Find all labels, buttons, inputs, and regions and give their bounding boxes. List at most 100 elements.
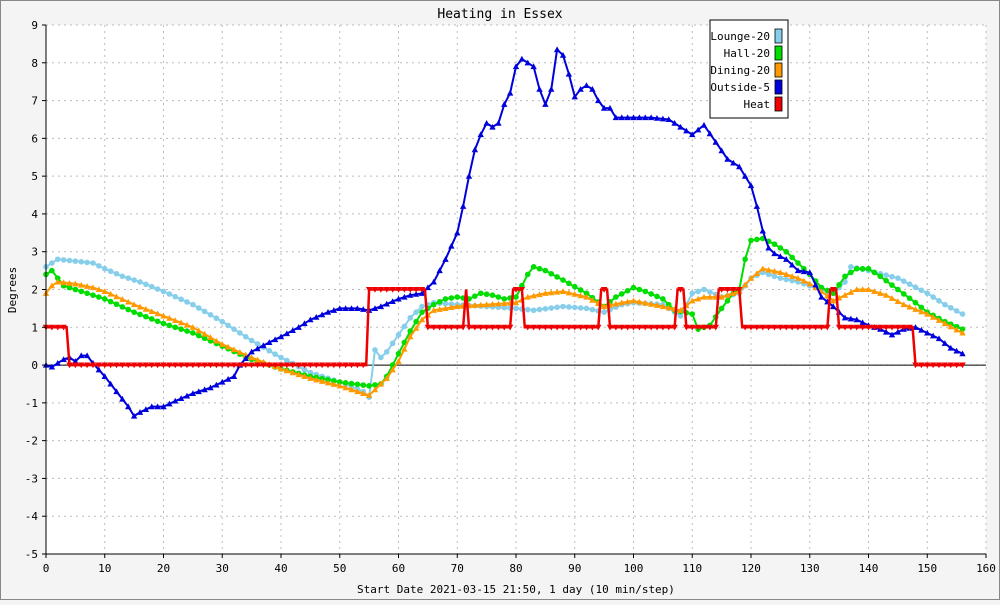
- data-point-heat: [465, 324, 473, 331]
- data-point-outside-5: [548, 86, 555, 92]
- data-point-heat: [665, 324, 672, 331]
- data-point-hall-20: [119, 304, 126, 310]
- data-point-heat: [777, 324, 784, 331]
- data-point-lounge-20: [701, 286, 707, 293]
- data-point-dining-20: [83, 283, 91, 289]
- data-point-outside-5: [48, 363, 56, 370]
- data-point-lounge-20: [554, 304, 560, 311]
- x-tick-label: 110: [682, 562, 702, 575]
- data-point-hall-20: [566, 280, 572, 287]
- data-point-outside-5: [736, 163, 743, 170]
- data-point-dining-20: [794, 274, 802, 281]
- data-point-hall-20: [96, 294, 102, 300]
- data-point-heat: [48, 324, 56, 331]
- data-point-dining-20: [454, 303, 461, 310]
- data-point-hall-20: [613, 294, 619, 300]
- data-point-heat: [718, 286, 725, 293]
- data-point-dining-20: [177, 319, 185, 326]
- data-point-lounge-20: [912, 284, 919, 291]
- data-point-hall-20: [131, 309, 137, 315]
- data-point-heat: [894, 324, 902, 331]
- data-point-outside-5: [207, 384, 214, 391]
- data-point-dining-20: [612, 300, 620, 307]
- data-point-lounge-20: [201, 308, 208, 315]
- data-point-hall-20: [413, 318, 419, 325]
- data-point-hall-20: [548, 270, 555, 277]
- data-point-dining-20: [354, 388, 361, 395]
- data-point-heat: [924, 362, 931, 369]
- data-point-dining-20: [929, 314, 937, 320]
- data-point-hall-20: [201, 335, 208, 342]
- data-point-hall-20: [748, 237, 754, 244]
- data-point-dining-20: [941, 320, 949, 327]
- data-point-hall-20: [154, 318, 161, 325]
- data-point-dining-20: [313, 376, 320, 383]
- data-point-outside-5: [295, 324, 302, 330]
- data-point-hall-20: [789, 254, 795, 261]
- data-point-outside-5: [195, 388, 202, 395]
- data-point-hall-20: [883, 277, 889, 284]
- data-point-dining-20: [571, 291, 578, 297]
- data-point-heat: [459, 324, 467, 331]
- data-point-outside-5: [160, 403, 167, 410]
- data-point-heat: [307, 362, 314, 369]
- data-point-hall-20: [148, 316, 155, 322]
- data-point-dining-20: [912, 306, 919, 312]
- data-point-outside-5: [489, 123, 496, 130]
- x-tick-label: 90: [568, 562, 581, 575]
- data-point-heat: [524, 324, 531, 331]
- data-point-heat: [454, 324, 461, 331]
- data-point-lounge-20: [190, 301, 196, 308]
- data-point-lounge-20: [72, 258, 79, 264]
- data-point-dining-20: [501, 300, 508, 307]
- data-point-heat: [600, 286, 608, 293]
- data-point-outside-5: [113, 388, 120, 395]
- data-point-lounge-20: [906, 281, 913, 288]
- legend-swatch: [774, 28, 783, 44]
- x-tick-label: 40: [274, 562, 287, 575]
- data-point-hall-20: [407, 328, 414, 334]
- data-point-hall-20: [495, 294, 502, 300]
- data-point-outside-5: [606, 104, 614, 111]
- data-point-lounge-20: [66, 257, 73, 264]
- data-point-lounge-20: [783, 276, 790, 283]
- data-point-hall-20: [660, 296, 666, 302]
- data-point-outside-5: [125, 403, 132, 410]
- data-point-hall-20: [542, 267, 549, 274]
- data-point-heat: [248, 362, 255, 369]
- data-point-dining-20: [753, 270, 761, 277]
- data-point-outside-5: [812, 281, 819, 288]
- data-point-outside-5: [483, 120, 490, 126]
- data-point-lounge-20: [278, 354, 284, 361]
- data-point-hall-20: [489, 292, 496, 298]
- data-point-outside-5: [565, 70, 573, 77]
- data-point-lounge-20: [689, 290, 696, 297]
- data-point-heat: [530, 324, 537, 331]
- data-point-outside-5: [924, 329, 931, 336]
- data-point-heat: [277, 362, 285, 369]
- data-point-dining-20: [918, 308, 925, 315]
- data-point-dining-20: [771, 268, 778, 274]
- data-point-heat: [830, 286, 837, 293]
- data-point-outside-5: [553, 46, 561, 53]
- data-point-hall-20: [859, 265, 866, 272]
- y-tick-label: 0: [31, 359, 38, 372]
- data-point-lounge-20: [677, 313, 684, 319]
- series-heat: [42, 286, 966, 369]
- data-point-dining-20: [489, 301, 496, 307]
- data-point-hall-20: [66, 284, 73, 291]
- data-point-hall-20: [137, 311, 143, 318]
- data-point-dining-20: [471, 302, 479, 308]
- data-point-outside-5: [759, 227, 766, 234]
- y-tick-label: 7: [31, 95, 38, 108]
- data-point-lounge-20: [771, 273, 778, 280]
- data-point-heat: [130, 362, 138, 369]
- data-point-lounge-20: [160, 288, 167, 295]
- data-point-dining-20: [624, 298, 631, 305]
- x-tick-label: 80: [509, 562, 522, 575]
- data-point-outside-5: [242, 355, 249, 362]
- data-point-lounge-20: [272, 351, 278, 357]
- data-point-outside-5: [953, 347, 960, 354]
- data-point-dining-20: [371, 386, 379, 393]
- data-point-hall-20: [830, 290, 837, 297]
